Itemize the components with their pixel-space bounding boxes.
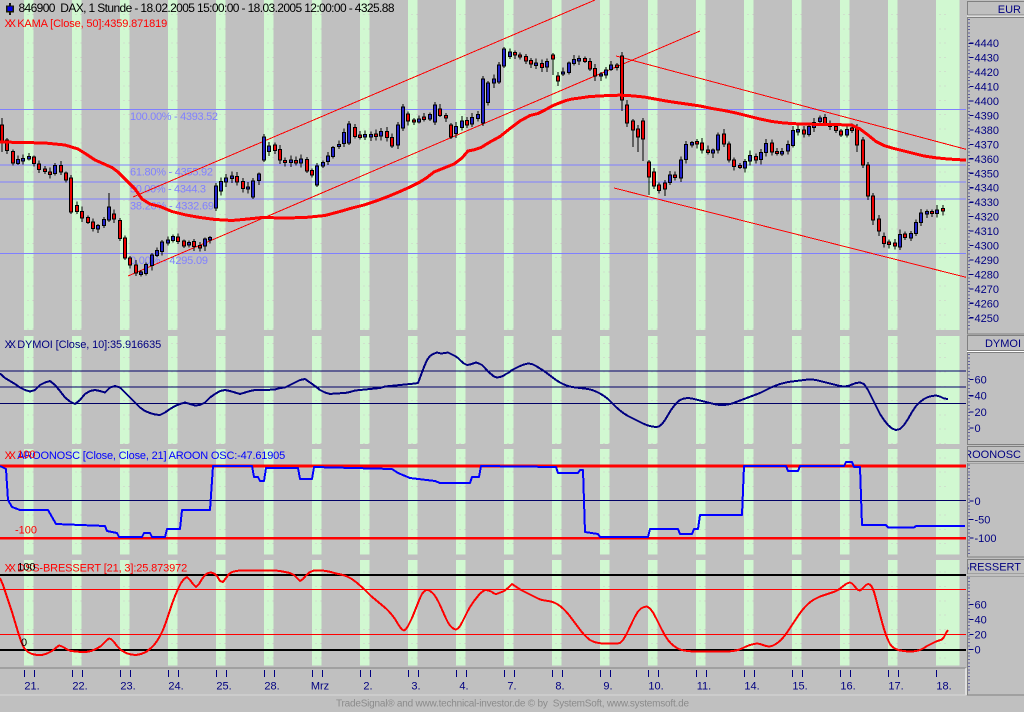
svg-text:XX: XX	[5, 18, 17, 30]
svg-text:0: 0	[21, 637, 27, 649]
svg-text:XX: XX	[5, 339, 17, 351]
svg-text:0: 0	[975, 423, 981, 435]
svg-text:22.: 22.	[72, 681, 87, 693]
svg-text:4270: 4270	[975, 284, 999, 296]
svg-text:4260: 4260	[975, 298, 999, 310]
svg-text:40: 40	[975, 391, 987, 403]
svg-text:60: 60	[975, 375, 987, 387]
svg-text:-100: -100	[975, 533, 997, 545]
svg-text:4280: 4280	[975, 269, 999, 281]
svg-text:11.: 11.	[697, 681, 711, 693]
svg-text:23.: 23.	[120, 681, 135, 693]
svg-text:0: 0	[975, 496, 981, 508]
svg-text:40: 40	[975, 615, 987, 627]
svg-text:4420: 4420	[975, 67, 999, 79]
svg-text:60: 60	[975, 600, 987, 612]
svg-text:AROONOSC: AROONOSC	[957, 449, 1021, 461]
svg-text:2.: 2.	[363, 681, 372, 693]
svg-text:17.: 17.	[888, 681, 903, 693]
svg-text:14.: 14.	[744, 681, 759, 693]
svg-text:4390: 4390	[975, 111, 999, 123]
svg-text:9.: 9.	[603, 681, 612, 693]
svg-text:XX: XX	[5, 450, 17, 462]
svg-text:4440: 4440	[975, 38, 999, 50]
svg-text:20: 20	[975, 407, 987, 419]
svg-text:-100: -100	[15, 525, 37, 537]
svg-text:Mrz: Mrz	[311, 681, 329, 693]
svg-text:XX: XX	[5, 563, 17, 575]
svg-text:100: 100	[17, 562, 35, 574]
svg-text:KAMA [Close, 50]:4359.871819: KAMA [Close, 50]:4359.871819	[17, 18, 167, 30]
svg-text:AROONOSC [Close, Close, 21] AR: AROONOSC [Close, Close, 21] AROON OSC:-4…	[17, 450, 285, 462]
svg-text:3.: 3.	[411, 681, 420, 693]
svg-text:4.: 4.	[459, 681, 468, 693]
svg-text:DYMOI [Close, 10]:35.916635: DYMOI [Close, 10]:35.916635	[17, 339, 161, 351]
svg-text:4250: 4250	[975, 313, 999, 325]
svg-text:50.00% - 4344.3: 50.00% - 4344.3	[130, 184, 206, 196]
svg-text:4330: 4330	[975, 197, 999, 209]
svg-text:4320: 4320	[975, 212, 999, 224]
svg-text:DSS-BRESSERT [21, 3]:25.873972: DSS-BRESSERT [21, 3]:25.873972	[17, 563, 187, 575]
svg-text:4380: 4380	[975, 125, 999, 137]
svg-text:4430: 4430	[975, 53, 999, 65]
svg-text:21.: 21.	[24, 681, 39, 693]
svg-text:24.: 24.	[168, 681, 183, 693]
svg-text:4410: 4410	[975, 82, 999, 94]
svg-text:4340: 4340	[975, 183, 999, 195]
svg-text:16.: 16.	[840, 681, 855, 693]
svg-text:61.80% - 4355.92: 61.80% - 4355.92	[130, 167, 213, 179]
svg-text:0.00% - 4295.09: 0.00% - 4295.09	[130, 255, 208, 267]
svg-text:846900 DAX, 1 Stunde - 18.02.: 846900 DAX, 1 Stunde - 18.02.2005 15:00:…	[19, 1, 395, 15]
svg-text:4290: 4290	[975, 255, 999, 267]
svg-text:15.: 15.	[792, 681, 807, 693]
svg-text:10.: 10.	[648, 681, 663, 693]
svg-text:TradeSignal® and www.technical: TradeSignal® and www.technical-investor.…	[336, 699, 689, 710]
svg-text:28.: 28.	[264, 681, 279, 693]
svg-text:4360: 4360	[975, 154, 999, 166]
svg-text:4310: 4310	[975, 226, 999, 238]
svg-text:20: 20	[975, 630, 987, 642]
svg-text:-50: -50	[975, 515, 991, 527]
svg-text:7.: 7.	[507, 681, 516, 693]
svg-text:EUR: EUR	[998, 4, 1021, 16]
svg-text:100: 100	[17, 449, 35, 461]
svg-text:4400: 4400	[975, 96, 999, 108]
svg-text:100.00% - 4393.52: 100.00% - 4393.52	[130, 111, 218, 123]
svg-text:4350: 4350	[975, 168, 999, 180]
svg-text:25.: 25.	[216, 681, 231, 693]
svg-text:BRESSERT: BRESSERT	[962, 562, 1021, 574]
svg-text:18.: 18.	[936, 681, 951, 693]
svg-text:4300: 4300	[975, 241, 999, 253]
svg-text:0: 0	[975, 645, 981, 657]
svg-text:8.: 8.	[555, 681, 564, 693]
svg-text:DYMOI: DYMOI	[985, 338, 1021, 350]
svg-text:4370: 4370	[975, 139, 999, 151]
